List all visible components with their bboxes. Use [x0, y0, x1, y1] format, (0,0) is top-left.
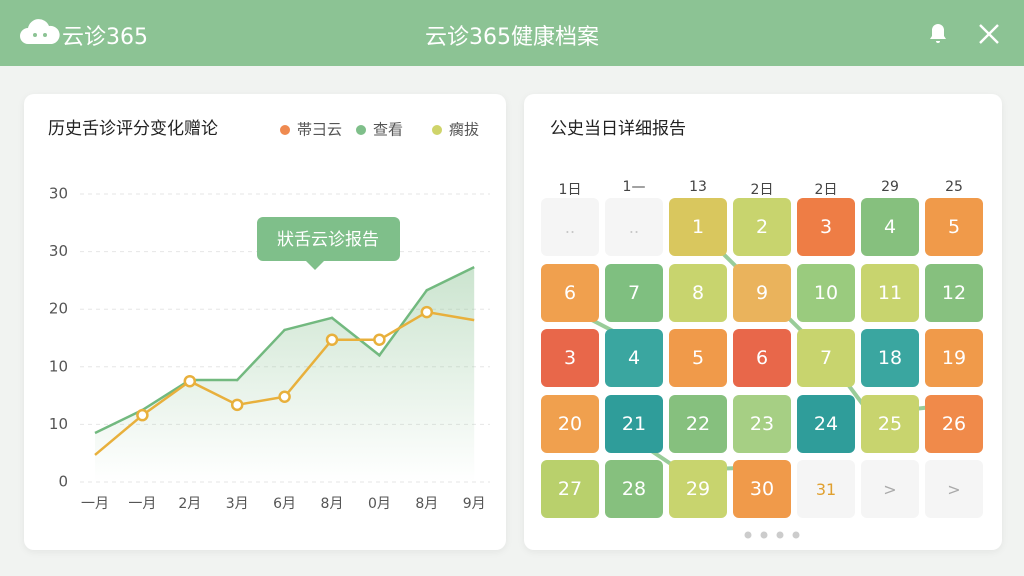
point	[183, 374, 197, 388]
day-cell: 7	[605, 263, 663, 322]
x-tick-label: 0月	[368, 496, 391, 512]
x-tick-label: 8月	[321, 496, 344, 512]
point	[325, 333, 339, 346]
y-tick-label: 10	[49, 357, 68, 375]
day-cell: 19	[925, 329, 983, 387]
legend-label: 查看	[373, 121, 403, 139]
legend-label: 帯彐云	[297, 121, 342, 139]
weekday-label: 1—	[622, 179, 646, 195]
tooltip-tail	[306, 261, 324, 270]
x-tick-label: 3月	[226, 496, 249, 512]
day-cell: 8	[669, 263, 727, 322]
point	[278, 390, 291, 404]
x-tick-label: 9月	[463, 496, 486, 512]
weekday-label: 2日	[814, 182, 838, 198]
x-tick-label: 一月	[81, 496, 109, 512]
weekday-label: 13	[689, 179, 707, 195]
logo	[20, 19, 60, 44]
day-cell: 5	[669, 329, 727, 387]
day-cell: 30	[733, 460, 791, 518]
x-tick-label: 6月	[273, 496, 296, 512]
point	[230, 398, 244, 412]
day-cell: ..	[605, 198, 663, 256]
y-tick-label: 20	[49, 300, 68, 318]
day-cell: 21	[605, 394, 663, 453]
day-cell: 27	[541, 460, 599, 518]
day-cell: 4	[861, 198, 919, 256]
legend-swatch	[432, 125, 442, 135]
day-cell: >	[925, 460, 983, 518]
day-cell: 6	[541, 263, 599, 322]
day-cell: 3	[797, 198, 855, 256]
close-icon[interactable]	[978, 23, 1000, 45]
day-cell: 3	[541, 329, 599, 387]
weekday-label: 2日	[750, 182, 774, 198]
x-tick-label: 2月	[178, 496, 201, 512]
brand: 云诊365	[62, 25, 148, 50]
legend-swatch	[280, 125, 290, 135]
day-cell: 6	[733, 329, 791, 387]
legend-label: 瘸拔	[449, 121, 479, 139]
day-cell: 2	[733, 198, 791, 256]
day-cell: 9	[733, 263, 791, 322]
tooltip-text: 狀舌云诊报告	[277, 230, 379, 250]
day-cell: 28	[605, 460, 663, 518]
point	[373, 333, 386, 346]
day-cell: 29	[669, 460, 727, 518]
weekday-label: 29	[881, 179, 899, 195]
day-cell: 1	[669, 198, 727, 256]
day-cell: >	[861, 460, 919, 518]
point	[136, 408, 149, 422]
day-cell: 10	[797, 263, 855, 322]
x-tick-label: 一月	[128, 496, 156, 512]
x-tick-label: 8月	[415, 496, 438, 512]
calendar-title: 公史当日详细报告	[550, 119, 686, 139]
day-cell: 12	[925, 263, 983, 322]
legend-swatch	[356, 125, 366, 135]
day-cell: ..	[541, 198, 599, 256]
weekday-label: 1日	[558, 182, 582, 198]
day-cell: 18	[861, 329, 919, 387]
area	[95, 267, 475, 482]
y-tick-label: 0	[58, 473, 68, 491]
day-cell: 7	[797, 329, 855, 387]
top-bar: 云诊365 云诊365健康档案	[0, 0, 1024, 66]
day-cell: 5	[925, 198, 983, 256]
tooltip	[257, 217, 400, 261]
day-cell: 11	[861, 263, 919, 322]
weekday-label: 25	[945, 179, 963, 195]
y-tick-label: 30	[49, 242, 68, 260]
day-cell: 23	[733, 394, 791, 453]
day-cell: 25	[861, 394, 919, 453]
app-title: 云诊365健康档案	[425, 25, 599, 50]
day-cell: 31	[797, 460, 855, 518]
y-tick-label: 10	[49, 415, 68, 433]
day-cell: 4	[605, 329, 663, 387]
day-cell: 26	[925, 394, 983, 453]
y-tick-label: 30	[49, 185, 68, 203]
bell-icon[interactable]	[926, 20, 950, 46]
day-cell: 24	[797, 394, 855, 453]
point	[420, 305, 434, 319]
pager	[744, 531, 800, 539]
day-cell: 22	[669, 394, 727, 453]
chart-title: 历史舌诊评分变化赠论	[48, 119, 218, 139]
day-cell: 20	[541, 394, 599, 453]
